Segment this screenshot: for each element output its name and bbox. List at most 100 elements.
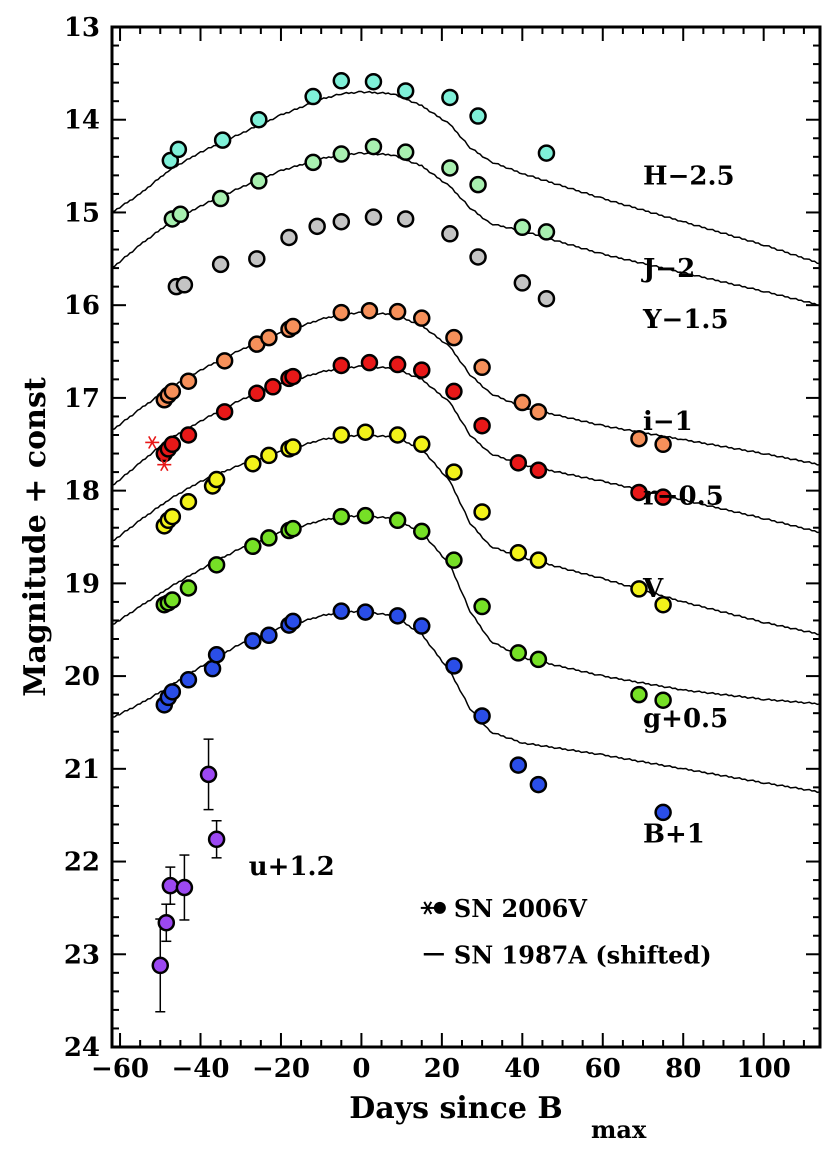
x-tick-label: 60 bbox=[585, 1054, 621, 1084]
data-point-J−2 bbox=[304, 153, 322, 172]
band-label-H−2.5: H−2.5 bbox=[643, 161, 735, 191]
data-point-i−1 bbox=[179, 372, 198, 390]
data-point-J−2 bbox=[211, 189, 230, 208]
data-point-r−0.5 bbox=[163, 435, 182, 454]
y-tick-label: 19 bbox=[64, 569, 100, 599]
data-point-V bbox=[207, 470, 226, 489]
data-point-Y−1.5 bbox=[537, 289, 556, 308]
data-point-H−2.5 bbox=[364, 72, 383, 91]
band-label-J−2: J−2 bbox=[641, 254, 695, 284]
star-stroke bbox=[148, 435, 157, 449]
y-tick-label: 14 bbox=[64, 106, 100, 136]
data-point-i−1 bbox=[445, 328, 463, 347]
data-point-B+1 bbox=[445, 657, 463, 675]
data-point-H−2.5 bbox=[469, 107, 487, 125]
data-point-V bbox=[260, 446, 278, 465]
template-line-V bbox=[112, 433, 820, 636]
data-point-g+0.5 bbox=[509, 644, 528, 662]
data-point-B+1 bbox=[388, 607, 407, 625]
data-point-i−1 bbox=[260, 328, 278, 347]
data-point-i−1 bbox=[360, 301, 379, 320]
data-point-r−0.5 bbox=[264, 378, 282, 396]
data-point-r−0.5 bbox=[248, 384, 266, 403]
data-point-i−1 bbox=[630, 429, 648, 448]
data-point-J−2 bbox=[250, 172, 268, 190]
data-point-J−2 bbox=[364, 137, 383, 156]
data-point-B+1 bbox=[509, 756, 528, 774]
data-point-B+1 bbox=[356, 603, 375, 621]
x-axis-title: Days since B bbox=[349, 1091, 562, 1126]
data-point-g+0.5 bbox=[654, 691, 672, 709]
data-point-J−2 bbox=[396, 143, 415, 161]
data-point-Y−1.5 bbox=[211, 255, 230, 274]
data-point-J−2 bbox=[537, 223, 556, 241]
band-label-B+1: B+1 bbox=[643, 820, 705, 850]
data-point-Y−1.5 bbox=[396, 210, 415, 228]
data-point-u+1.2 bbox=[151, 956, 170, 975]
data-point-u+1.2 bbox=[207, 830, 226, 849]
data-point-r−0.5 bbox=[360, 353, 379, 372]
data-point-B+1 bbox=[332, 602, 351, 620]
data-point-Y−1.5 bbox=[513, 274, 532, 292]
data-point-i−1 bbox=[332, 303, 351, 322]
data-point-V bbox=[473, 503, 491, 521]
legend-star-stroke bbox=[423, 901, 433, 915]
star-marker bbox=[145, 435, 160, 449]
data-point-B+1 bbox=[244, 632, 262, 650]
x-tick-label: −20 bbox=[252, 1054, 310, 1084]
data-point-V bbox=[244, 454, 262, 473]
data-point-Y−1.5 bbox=[332, 212, 351, 231]
band-label-g+0.5: g+0.5 bbox=[643, 704, 728, 734]
data-point-V bbox=[163, 507, 182, 526]
data-point-g+0.5 bbox=[529, 650, 548, 669]
data-point-r−0.5 bbox=[413, 361, 431, 379]
data-point-g+0.5 bbox=[445, 551, 463, 569]
x-tick-label: 40 bbox=[504, 1054, 540, 1084]
x-axis-title-subscript: max bbox=[591, 1115, 647, 1144]
data-point-i−1 bbox=[215, 352, 234, 370]
data-point-g+0.5 bbox=[630, 685, 648, 704]
data-point-g+0.5 bbox=[179, 579, 198, 597]
data-point-r−0.5 bbox=[654, 488, 672, 506]
y-tick-label: 15 bbox=[64, 198, 100, 228]
data-point-i−1 bbox=[654, 435, 672, 454]
data-point-r−0.5 bbox=[215, 403, 234, 421]
data-point-B+1 bbox=[413, 617, 431, 635]
data-point-H−2.5 bbox=[213, 131, 232, 149]
data-point-J−2 bbox=[171, 205, 190, 224]
data-point-H−2.5 bbox=[332, 72, 351, 90]
data-point-B+1 bbox=[529, 775, 548, 794]
x-tick-label: 20 bbox=[424, 1054, 460, 1084]
data-point-B+1 bbox=[207, 646, 226, 664]
data-point-J−2 bbox=[441, 159, 459, 177]
data-point-g+0.5 bbox=[284, 519, 302, 538]
data-point-Y−1.5 bbox=[469, 248, 487, 266]
data-point-g+0.5 bbox=[413, 522, 431, 541]
x-tick-label: −60 bbox=[91, 1054, 149, 1084]
data-point-g+0.5 bbox=[473, 597, 491, 616]
y-tick-label: 17 bbox=[64, 384, 100, 414]
data-point-g+0.5 bbox=[388, 511, 407, 530]
legend-dot-icon bbox=[433, 901, 446, 914]
data-point-u+1.2 bbox=[199, 765, 218, 784]
data-point-i−1 bbox=[284, 317, 302, 336]
data-point-V bbox=[509, 544, 528, 562]
data-point-B+1 bbox=[179, 671, 198, 689]
y-axis-title: Magnitude + const bbox=[18, 377, 53, 697]
data-point-Y−1.5 bbox=[280, 228, 298, 247]
data-point-r−0.5 bbox=[332, 356, 351, 375]
data-point-r−0.5 bbox=[445, 382, 463, 401]
data-point-r−0.5 bbox=[509, 454, 528, 472]
data-point-g+0.5 bbox=[207, 556, 226, 574]
data-point-V bbox=[332, 426, 351, 444]
legend-entry-sn2006v: SN 2006V bbox=[454, 894, 587, 923]
star-stroke bbox=[160, 458, 169, 472]
data-point-H−2.5 bbox=[304, 87, 322, 106]
data-point-V bbox=[284, 438, 302, 456]
data-point-Y−1.5 bbox=[175, 276, 194, 294]
y-tick-label: 13 bbox=[64, 13, 100, 43]
x-tick-label: −40 bbox=[172, 1054, 230, 1084]
data-point-u+1.2 bbox=[157, 913, 176, 932]
data-point-Y−1.5 bbox=[248, 250, 266, 268]
